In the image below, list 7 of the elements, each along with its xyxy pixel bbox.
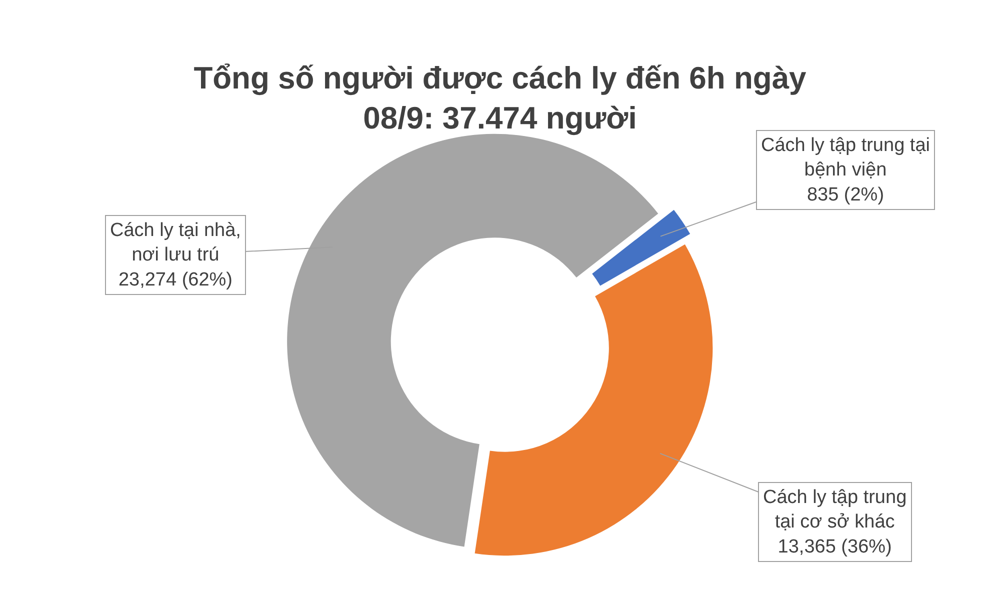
chart-title: Tổng số người được cách ly đến 6h ngày 08/9: 37.474 người — [194, 60, 808, 136]
data-label: 23,274 (62%) — [118, 269, 233, 290]
slice-label: Cách ly tập trung tại bệnh viện — [761, 135, 930, 181]
data-label: 13,365 (36%) — [778, 536, 892, 558]
data-label: 835 (2%) — [806, 184, 884, 206]
slice-label: Cách ly tập trung tại cơ sở khác — [763, 487, 907, 533]
slice-label: Cách ly tại nhà, nơi lưu trú — [110, 220, 241, 266]
